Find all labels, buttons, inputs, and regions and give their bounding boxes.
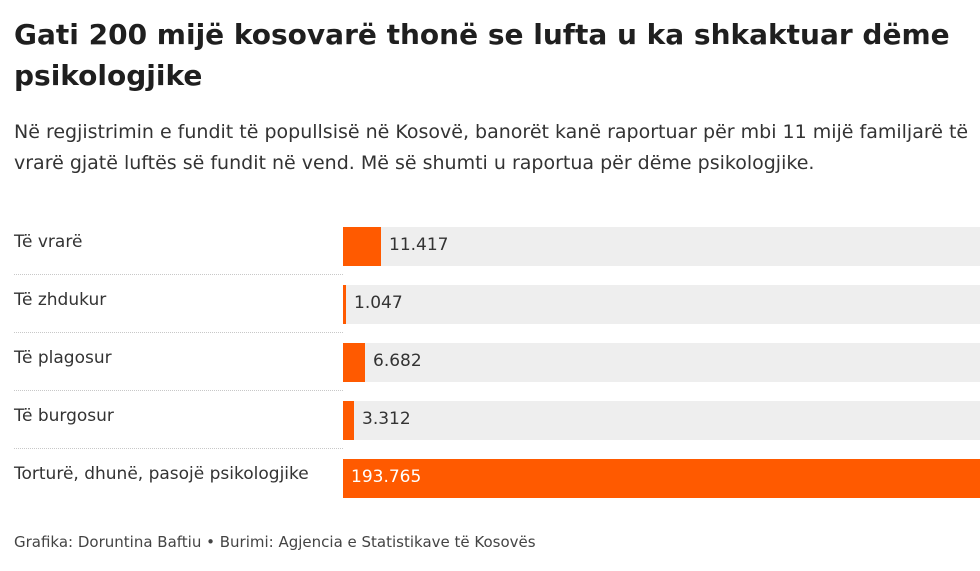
value-label: 1.047 <box>354 293 403 313</box>
chart-subtitle: Në regjistrimin e fundit të popullsisë n… <box>14 121 969 174</box>
bar-track <box>343 401 980 440</box>
bar <box>343 459 980 498</box>
category-label: Torturë, dhunë, pasojë psikologjike <box>14 464 309 484</box>
bar <box>343 343 365 382</box>
category-label: Të vrarë <box>14 232 83 252</box>
category-label: Të zhdukur <box>14 290 107 310</box>
bar-row: Të burgosur 3.312 <box>0 396 980 454</box>
bar <box>343 285 346 324</box>
source-note: Grafika: Doruntina Baftiu • Burimi: Agje… <box>14 533 536 551</box>
bar-row: Të plagosur 6.682 <box>0 338 980 396</box>
bar-track <box>343 343 980 382</box>
row-divider <box>14 332 343 333</box>
bar-row: Torturë, dhunë, pasojë psikologjike 193.7… <box>0 454 980 512</box>
bar-track <box>343 285 980 324</box>
chart-title: Gati 200 mijë kosovarë thonë se lufta u … <box>14 18 950 92</box>
row-divider <box>14 274 343 275</box>
bar <box>343 401 354 440</box>
value-label: 3.312 <box>362 409 411 429</box>
bar-track <box>343 227 980 266</box>
value-label: 193.765 <box>351 467 422 487</box>
row-divider <box>14 390 343 391</box>
value-label: 6.682 <box>373 351 422 371</box>
bar-chart: Të vrarë 11.417 Të zhdukur 1.047 Të plagosur… <box>0 222 980 502</box>
bar-row: Të vrarë 11.417 <box>0 222 980 280</box>
bar-row: Të zhdukur 1.047 <box>0 280 980 338</box>
value-label: 11.417 <box>389 235 449 255</box>
row-divider <box>14 448 343 449</box>
category-label: Të burgosur <box>14 406 114 426</box>
category-label: Të plagosur <box>14 348 112 368</box>
bar <box>343 227 381 266</box>
